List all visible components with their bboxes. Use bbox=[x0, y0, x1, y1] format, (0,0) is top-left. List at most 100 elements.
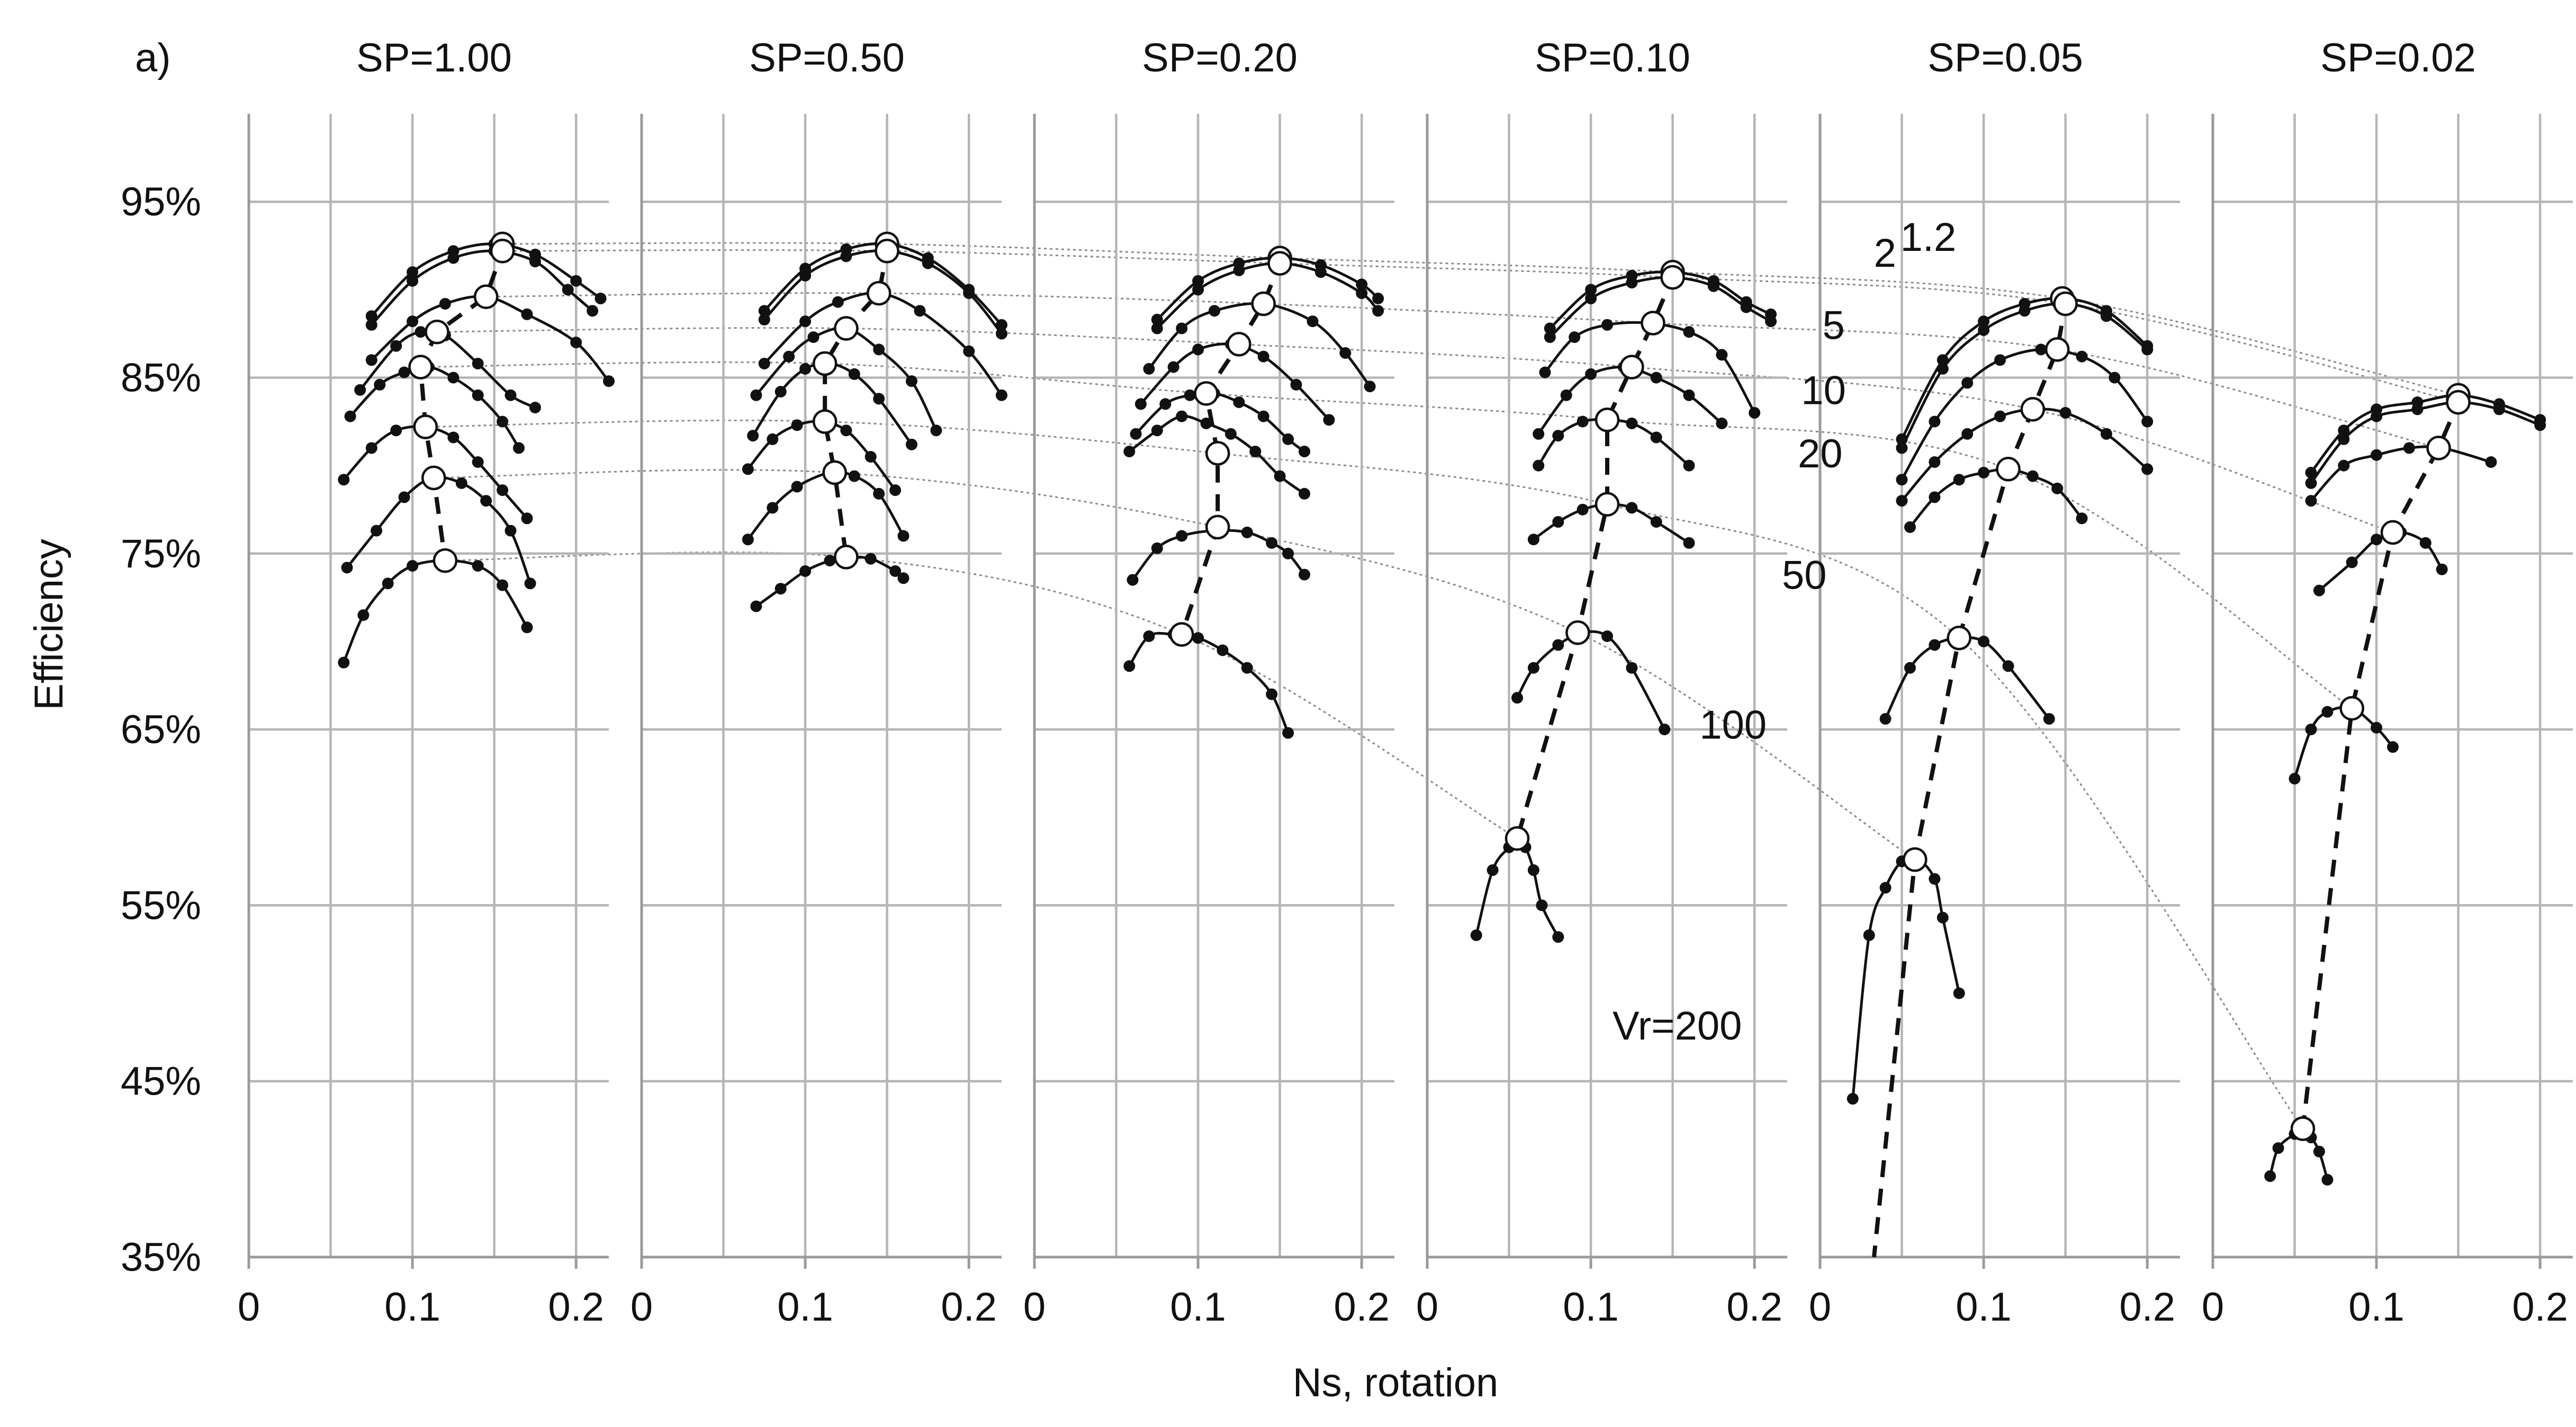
data-point bbox=[562, 284, 574, 296]
peak-marker bbox=[425, 319, 449, 345]
data-point bbox=[767, 502, 779, 514]
data-point bbox=[1896, 442, 1908, 454]
data-point bbox=[996, 328, 1007, 340]
data-point bbox=[2371, 410, 2383, 422]
data-point bbox=[767, 433, 779, 445]
y-axis-label: Efficiency bbox=[26, 539, 71, 710]
data-point bbox=[2313, 1145, 2325, 1158]
data-point bbox=[365, 442, 377, 454]
data-point bbox=[1577, 416, 1589, 428]
data-point bbox=[2493, 403, 2505, 416]
data-point bbox=[1683, 459, 1695, 472]
peak-marker bbox=[1565, 620, 1590, 645]
panel-title: SP=0.10 bbox=[1535, 35, 1690, 80]
data-point bbox=[873, 393, 885, 405]
data-point bbox=[889, 484, 902, 496]
data-point bbox=[2100, 428, 2112, 440]
data-point bbox=[1299, 568, 1310, 581]
data-point bbox=[1765, 315, 1777, 328]
data-point bbox=[365, 310, 377, 322]
y-tick-label: 85% bbox=[121, 356, 201, 401]
x-tick-label: 0 bbox=[1023, 1285, 1046, 1330]
data-point bbox=[497, 416, 509, 428]
peak-marker bbox=[473, 284, 499, 309]
data-point bbox=[524, 577, 536, 590]
x-tick-label: 0.2 bbox=[2119, 1285, 2175, 1330]
data-point bbox=[570, 275, 582, 287]
data-point bbox=[1994, 354, 2006, 366]
data-point bbox=[1314, 266, 1327, 278]
data-point bbox=[758, 313, 770, 326]
x-tick-label: 0.1 bbox=[777, 1285, 833, 1330]
data-point bbox=[1904, 662, 1916, 674]
data-point bbox=[1961, 428, 1974, 440]
data-point bbox=[1601, 630, 1613, 642]
data-point bbox=[1577, 503, 1589, 516]
data-point bbox=[357, 609, 370, 621]
peak-marker bbox=[812, 409, 837, 434]
data-point bbox=[1552, 931, 1564, 943]
data-point bbox=[439, 297, 451, 310]
peak-marker bbox=[433, 548, 458, 573]
series-line bbox=[1475, 837, 1560, 938]
data-point bbox=[930, 425, 942, 437]
data-point bbox=[1151, 322, 1163, 335]
data-point bbox=[472, 560, 484, 572]
data-point bbox=[1257, 410, 1269, 422]
data-point bbox=[2141, 416, 2154, 428]
data-point bbox=[1569, 331, 1581, 343]
data-point bbox=[1282, 433, 1294, 445]
data-point bbox=[1233, 264, 1245, 276]
data-point bbox=[2305, 724, 2317, 736]
data-point bbox=[521, 512, 533, 525]
peak-trend-line bbox=[2301, 395, 2461, 1129]
data-point bbox=[1626, 662, 1638, 674]
data-point bbox=[1192, 284, 1204, 296]
data-point bbox=[587, 305, 599, 317]
data-point bbox=[338, 474, 350, 486]
data-point bbox=[1241, 662, 1253, 674]
x-tick-label: 0 bbox=[2202, 1285, 2224, 1330]
data-point bbox=[1904, 521, 1916, 533]
data-point bbox=[1176, 530, 1188, 542]
data-point bbox=[447, 431, 460, 444]
data-point bbox=[889, 565, 902, 577]
peak-marker bbox=[413, 414, 438, 439]
data-point bbox=[505, 525, 517, 537]
y-tick-label: 55% bbox=[121, 883, 201, 928]
data-point bbox=[365, 319, 377, 331]
peak-marker bbox=[834, 316, 859, 341]
y-tick-label: 45% bbox=[121, 1059, 201, 1104]
data-point bbox=[1533, 459, 1545, 472]
data-point bbox=[2272, 1142, 2284, 1154]
panel: SP=0.50 0 0.1 0.2 bbox=[631, 35, 1007, 1330]
data-point bbox=[2002, 660, 2014, 672]
data-point bbox=[873, 344, 885, 356]
data-point bbox=[1192, 632, 1204, 644]
peak-marker bbox=[1205, 514, 1230, 540]
peak-marker bbox=[2290, 1116, 2316, 1141]
data-point bbox=[774, 583, 787, 595]
peak-marker bbox=[1267, 251, 1292, 276]
data-point bbox=[1266, 537, 1278, 549]
data-point bbox=[1143, 363, 1155, 375]
x-tick-label: 0.1 bbox=[1956, 1285, 2012, 1330]
panel: SP=1.00 0 0.1 0.2 bbox=[238, 35, 615, 1330]
data-point bbox=[1552, 639, 1564, 651]
data-point bbox=[595, 292, 607, 304]
data-point bbox=[2411, 403, 2424, 416]
data-point bbox=[1356, 278, 1368, 291]
data-point bbox=[2035, 344, 2047, 356]
data-point bbox=[1151, 425, 1163, 437]
vr-connector bbox=[434, 469, 1916, 861]
peak-marker bbox=[834, 545, 859, 570]
series-line bbox=[1884, 636, 2050, 720]
data-point bbox=[897, 530, 909, 542]
data-point bbox=[1936, 911, 1949, 924]
data-point bbox=[529, 256, 541, 268]
x-tick-label: 0.2 bbox=[2512, 1285, 2568, 1330]
y-tick-label: 35% bbox=[121, 1235, 201, 1280]
vr-label: 2 bbox=[1874, 231, 1896, 276]
data-point bbox=[1200, 417, 1212, 429]
peak-marker bbox=[1996, 457, 2021, 482]
